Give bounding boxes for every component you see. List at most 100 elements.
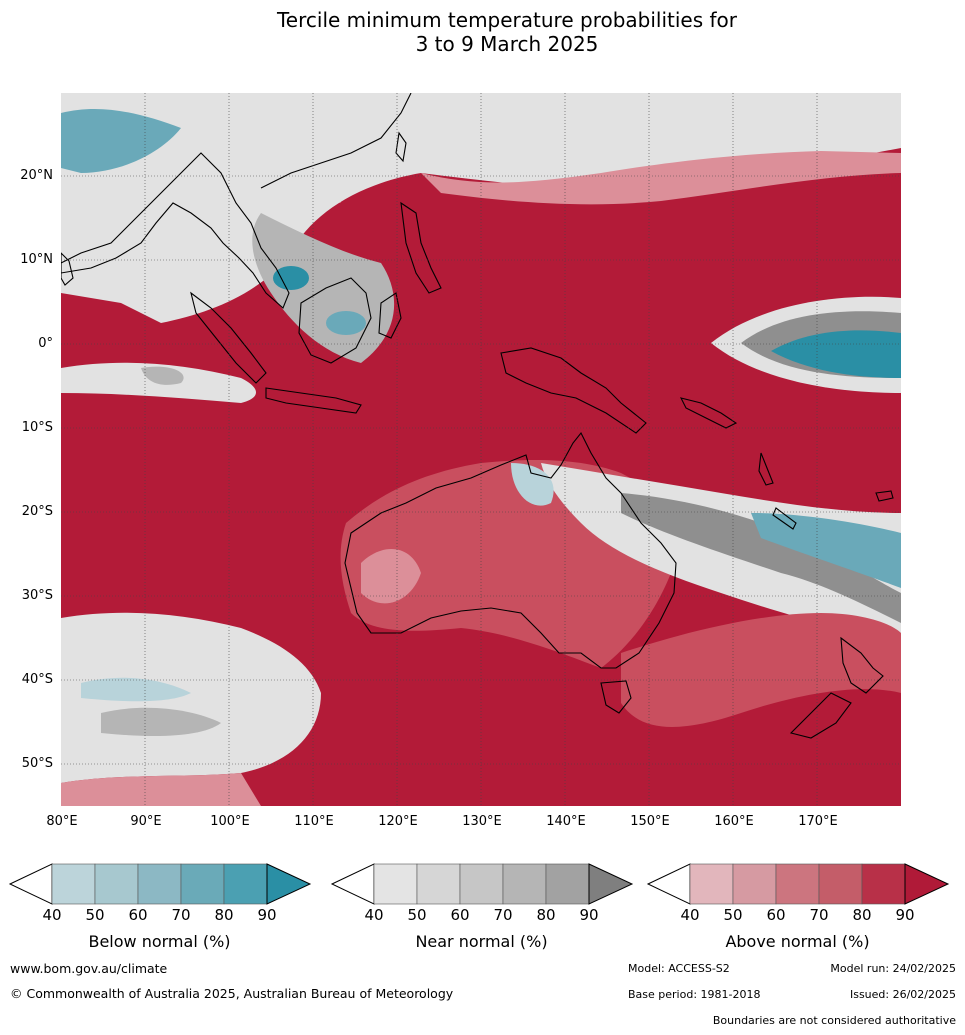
tasman-above [621,613,901,727]
below-swatch-over [266,863,312,905]
tasmania-coast [600,680,632,714]
below-tick-60: 60 [128,906,148,924]
below-tick-80: 80 [214,906,234,924]
southern-ocean-gray [101,707,221,736]
below-tick-90: 90 [257,906,277,924]
above-swatch-60-70 [775,863,820,905]
lon-tick-120e: 120°E [378,814,418,829]
southern-ocean-below [81,677,191,702]
near-normal-colorbar [330,863,634,905]
above-swatch-under [646,863,691,905]
near-tick-70: 70 [493,906,513,924]
lat-tick-20n: 20°N [20,168,53,183]
near-tick-80: 80 [536,906,556,924]
copyright-text: © Commonwealth of Australia 2025, Austra… [10,986,454,1001]
near-tick-50: 50 [407,906,427,924]
below-tick-40: 40 [42,906,62,924]
new-zealand-south-coast [789,692,852,739]
above-tick-70: 70 [809,906,829,924]
above-tick-50: 50 [723,906,743,924]
above-tick-80: 80 [852,906,872,924]
map-title: Tercile minimum temperature probabilitie… [0,8,965,56]
base-period: Base period: 1981-2018 [628,988,761,1001]
above-swatch-over [904,863,950,905]
lat-tick-20s: 20°S [21,504,53,519]
boundary-disclaimer: Boundaries are not considered authoritat… [712,1014,956,1027]
title-line-2: 3 to 9 March 2025 [415,32,599,56]
australia-light-patch [361,549,421,604]
borneo-below [326,311,366,335]
sumatra-coast [190,291,267,384]
above-swatch-40-50 [689,863,734,905]
graticule [61,93,901,806]
near-swatch-60-70 [459,863,504,905]
below-swatch-70-80 [180,863,225,905]
near-swatch-under [330,863,375,905]
lon-tick-130e: 130°E [462,814,502,829]
lon-tick-160e: 160°E [714,814,754,829]
lon-tick-110e: 110°E [294,814,334,829]
australia-coast [344,431,677,669]
philippines-coast [400,201,442,294]
below-swatch-40-50 [51,863,96,905]
above-normal-colorbar [646,863,950,905]
coral-sea-below [751,513,901,588]
below-swatch-80-90 [223,863,268,905]
above-swatch-70-80 [818,863,863,905]
vanuatu-coast [758,452,774,486]
lat-tick-equator: 0° [38,336,53,351]
issued-date: Issued: 26/02/2025 [849,988,956,1001]
near-swatch-50-60 [416,863,461,905]
above-swatch-50-60 [732,863,777,905]
below-normal-label: Below normal (%) [88,932,231,951]
queensland-below [511,463,554,506]
lon-tick-90e: 90°E [130,814,162,829]
above-normal-label: Above normal (%) [725,932,870,951]
title-line-1: Tercile minimum temperature probabilitie… [276,8,738,32]
near-tick-90: 90 [579,906,599,924]
above-tick-40: 40 [680,906,700,924]
north-light-above-band [421,151,901,205]
model-name: Model: ACCESS-S2 [628,962,730,975]
website-link[interactable]: www.bom.gov.au/climate [10,961,168,976]
new-zealand-north-coast [840,636,884,694]
below-swatch-60-70 [137,863,182,905]
southern-ocean-near-band [61,612,321,783]
lon-tick-100e: 100°E [210,814,250,829]
tibet-below [61,108,181,173]
south-china-sea-below [273,266,309,290]
fiji-coast [875,490,894,502]
taiwan-coast [395,131,407,163]
solomon-islands-coast [679,397,738,429]
lat-tick-30s: 30°S [21,588,53,603]
sulawesi-coast [378,292,402,339]
near-tick-40: 40 [364,906,384,924]
lon-tick-140e: 140°E [546,814,586,829]
below-swatch-50-60 [94,863,139,905]
above-swatch-80-90 [861,863,906,905]
probability-map [61,93,901,806]
map-canvas [61,93,901,806]
indian-ocean-gray-patch [141,366,184,385]
coral-sea-gray [621,493,901,623]
near-swatch-40-50 [373,863,418,905]
lat-tick-40s: 40°S [21,672,53,687]
below-tick-50: 50 [85,906,105,924]
lat-tick-10n: 10°N [20,252,53,267]
below-swatch-under [8,863,53,905]
near-swatch-70-80 [502,863,547,905]
java-coast [265,387,362,414]
near-swatch-80-90 [545,863,590,905]
lon-tick-170e: 170°E [798,814,838,829]
equatorial-pacific-below [771,330,901,378]
lon-tick-150e: 150°E [630,814,670,829]
near-swatch-over [588,863,634,905]
above-tick-60: 60 [766,906,786,924]
new-caledonia-coast [772,507,797,530]
near-normal-label: Near normal (%) [415,932,548,951]
lat-tick-50s: 50°S [21,756,53,771]
below-tick-70: 70 [171,906,191,924]
southern-ocean-light-above [61,773,261,806]
lat-tick-10s: 10°S [21,420,53,435]
lon-tick-80e: 80°E [46,814,78,829]
